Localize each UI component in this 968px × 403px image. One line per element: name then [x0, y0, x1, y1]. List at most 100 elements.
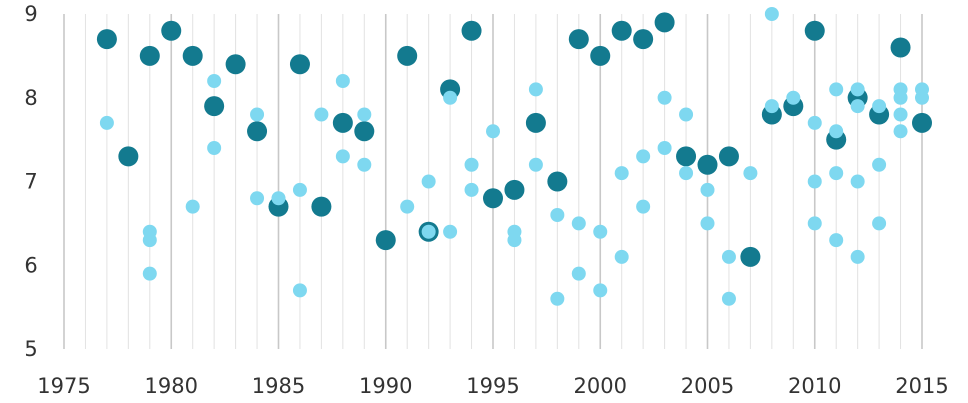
data-point [593, 224, 608, 239]
data-point [443, 90, 458, 105]
y-tick-label: 9 [24, 2, 37, 26]
data-point [461, 20, 482, 41]
x-tick-label: 1980 [145, 374, 198, 398]
data-point [207, 141, 222, 155]
data-point [872, 216, 887, 231]
data-point [912, 112, 932, 133]
data-point [571, 266, 586, 281]
data-point [700, 182, 715, 197]
data-point [786, 90, 801, 105]
data-point [550, 208, 565, 222]
data-point [611, 20, 632, 41]
x-tick-label: 1990 [359, 374, 412, 398]
data-point [357, 107, 372, 122]
data-point [332, 112, 353, 133]
data-point [718, 146, 739, 167]
data-point [571, 216, 586, 231]
data-point [850, 82, 865, 97]
data-point [829, 233, 844, 248]
data-point [528, 82, 543, 97]
data-point [225, 54, 246, 75]
x-tick-label: 1995 [466, 374, 519, 398]
data-point [636, 149, 651, 164]
data-point [593, 283, 608, 298]
data-point [657, 90, 672, 105]
data-point [443, 224, 458, 239]
data-point [654, 12, 675, 33]
data-point [633, 29, 654, 50]
data-point [764, 99, 779, 114]
data-point [504, 179, 525, 200]
y-tick-label: 6 [24, 253, 37, 277]
data-point [314, 107, 329, 122]
data-point [590, 45, 611, 66]
x-tick-label: 2005 [681, 374, 734, 398]
data-point [292, 283, 307, 298]
x-tick-label: 2015 [895, 374, 948, 398]
data-point [614, 166, 629, 181]
data-point [807, 174, 822, 189]
y-tick-label: 5 [24, 337, 37, 361]
data-point [872, 157, 887, 172]
data-point [204, 96, 225, 117]
data-point [829, 124, 844, 139]
data-point [486, 124, 500, 139]
data-point [357, 157, 372, 172]
data-point [161, 20, 182, 41]
data-point [250, 107, 265, 122]
data-point [568, 29, 589, 50]
x-tick-label: 2000 [574, 374, 627, 398]
data-point [829, 82, 844, 97]
x-tick-label: 1975 [37, 374, 90, 398]
data-point [807, 115, 822, 130]
data-point [550, 291, 565, 306]
data-point [721, 291, 736, 306]
data-point [850, 249, 865, 264]
data-point [247, 121, 268, 142]
data-point [397, 45, 418, 66]
data-point [271, 191, 286, 206]
data-point [375, 230, 396, 251]
data-point [289, 54, 310, 75]
data-point [850, 174, 865, 189]
data-point [250, 191, 265, 206]
data-point [528, 157, 543, 172]
data-point [893, 107, 908, 122]
data-point [507, 233, 522, 248]
data-points [96, 7, 932, 306]
data-point [421, 224, 436, 239]
data-point [740, 246, 761, 267]
data-point [679, 107, 694, 122]
data-point [525, 112, 546, 133]
data-point [464, 157, 479, 172]
data-point [207, 74, 222, 88]
data-point [142, 266, 157, 281]
data-point [142, 233, 157, 248]
data-point [292, 182, 307, 197]
data-point [99, 115, 114, 130]
data-point [421, 174, 436, 189]
data-point [743, 166, 758, 181]
data-point [614, 249, 629, 264]
data-point [547, 171, 568, 192]
data-point [721, 249, 736, 264]
data-point [893, 124, 908, 139]
data-point [850, 99, 865, 114]
data-point [807, 216, 822, 231]
data-point [483, 188, 503, 209]
data-point [679, 166, 694, 181]
data-point [400, 199, 415, 214]
data-point [185, 199, 200, 214]
data-point [915, 90, 929, 105]
x-tick-label: 2010 [788, 374, 841, 398]
data-point [636, 199, 651, 214]
data-point [872, 99, 887, 114]
data-point [354, 121, 375, 142]
data-point [335, 74, 350, 88]
data-point [657, 141, 672, 155]
data-point [311, 196, 332, 217]
data-point [118, 146, 139, 167]
data-point [139, 45, 160, 66]
data-point [182, 45, 203, 66]
